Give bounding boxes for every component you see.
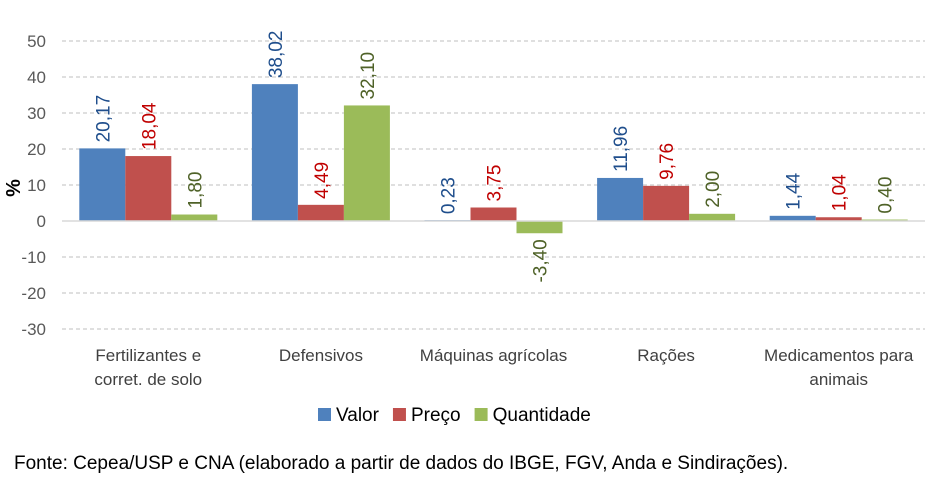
y-tick-label: -30 (21, 320, 46, 339)
data-label: 9,76 (657, 143, 678, 180)
data-label: 2,00 (703, 171, 724, 208)
data-label: 38,02 (266, 31, 287, 79)
data-label: -3,40 (531, 239, 552, 282)
legend-swatch (474, 408, 488, 421)
category-label: Medicamentos para (764, 346, 914, 365)
data-label: 20,17 (93, 95, 114, 143)
bar-quantidade (171, 214, 218, 221)
bar-valor (79, 148, 126, 221)
y-tick-label: 50 (27, 32, 46, 51)
data-label: 4,49 (312, 162, 333, 199)
bar-valor (597, 177, 644, 221)
legend-swatch (392, 408, 406, 421)
bar-quantidade (516, 221, 563, 234)
data-label: 0,23 (439, 177, 460, 214)
bar-preço (643, 185, 690, 221)
data-label: 11,96 (611, 126, 632, 172)
bar-chart: 50 40 30 20 10 0 -10 -20 -30% 20,17 18,04 1,80 Ferti… (3, 31, 925, 426)
category-label: Fertilizantes e (95, 346, 201, 365)
data-label: 0,40 (876, 177, 897, 214)
y-tick-label: 10 (27, 176, 46, 195)
bar-quantidade (343, 105, 390, 221)
bar-preço (470, 207, 517, 221)
data-label: 32,10 (358, 52, 379, 100)
y-tick-label: 40 (27, 68, 46, 87)
bar-preço (125, 156, 172, 221)
source-note: Fonte: Cepea/USP e CNA (elaborado a part… (14, 453, 789, 474)
category-label: animais (809, 370, 868, 389)
y-axis-label: % (3, 179, 25, 197)
category-label: Defensivos (279, 346, 363, 365)
bar-preço (297, 204, 344, 221)
y-tick-label: 30 (27, 104, 46, 123)
legend-label: Valor (336, 405, 380, 426)
data-label: 1,44 (784, 172, 805, 209)
y-tick-label: 0 (37, 212, 46, 231)
bar-valor (251, 84, 298, 222)
category-label: corret. de solo (94, 370, 202, 389)
data-label: 18,04 (139, 102, 160, 150)
category-label: Máquinas agrícolas (420, 346, 567, 365)
y-tick-label: -20 (21, 284, 46, 303)
data-label: 1,04 (830, 174, 851, 211)
data-label: 3,75 (485, 165, 506, 202)
bar-valor (769, 215, 816, 221)
y-tick-label: -10 (21, 248, 46, 267)
data-label: 1,80 (185, 172, 206, 209)
category-label: Rações (637, 346, 695, 365)
legend-label: Quantidade (493, 405, 591, 426)
bar-preço (815, 217, 862, 221)
legend-label: Preço (411, 405, 461, 426)
bar-quantidade (689, 213, 736, 221)
legend-swatch (318, 408, 331, 421)
y-tick-label: 20 (27, 140, 46, 159)
